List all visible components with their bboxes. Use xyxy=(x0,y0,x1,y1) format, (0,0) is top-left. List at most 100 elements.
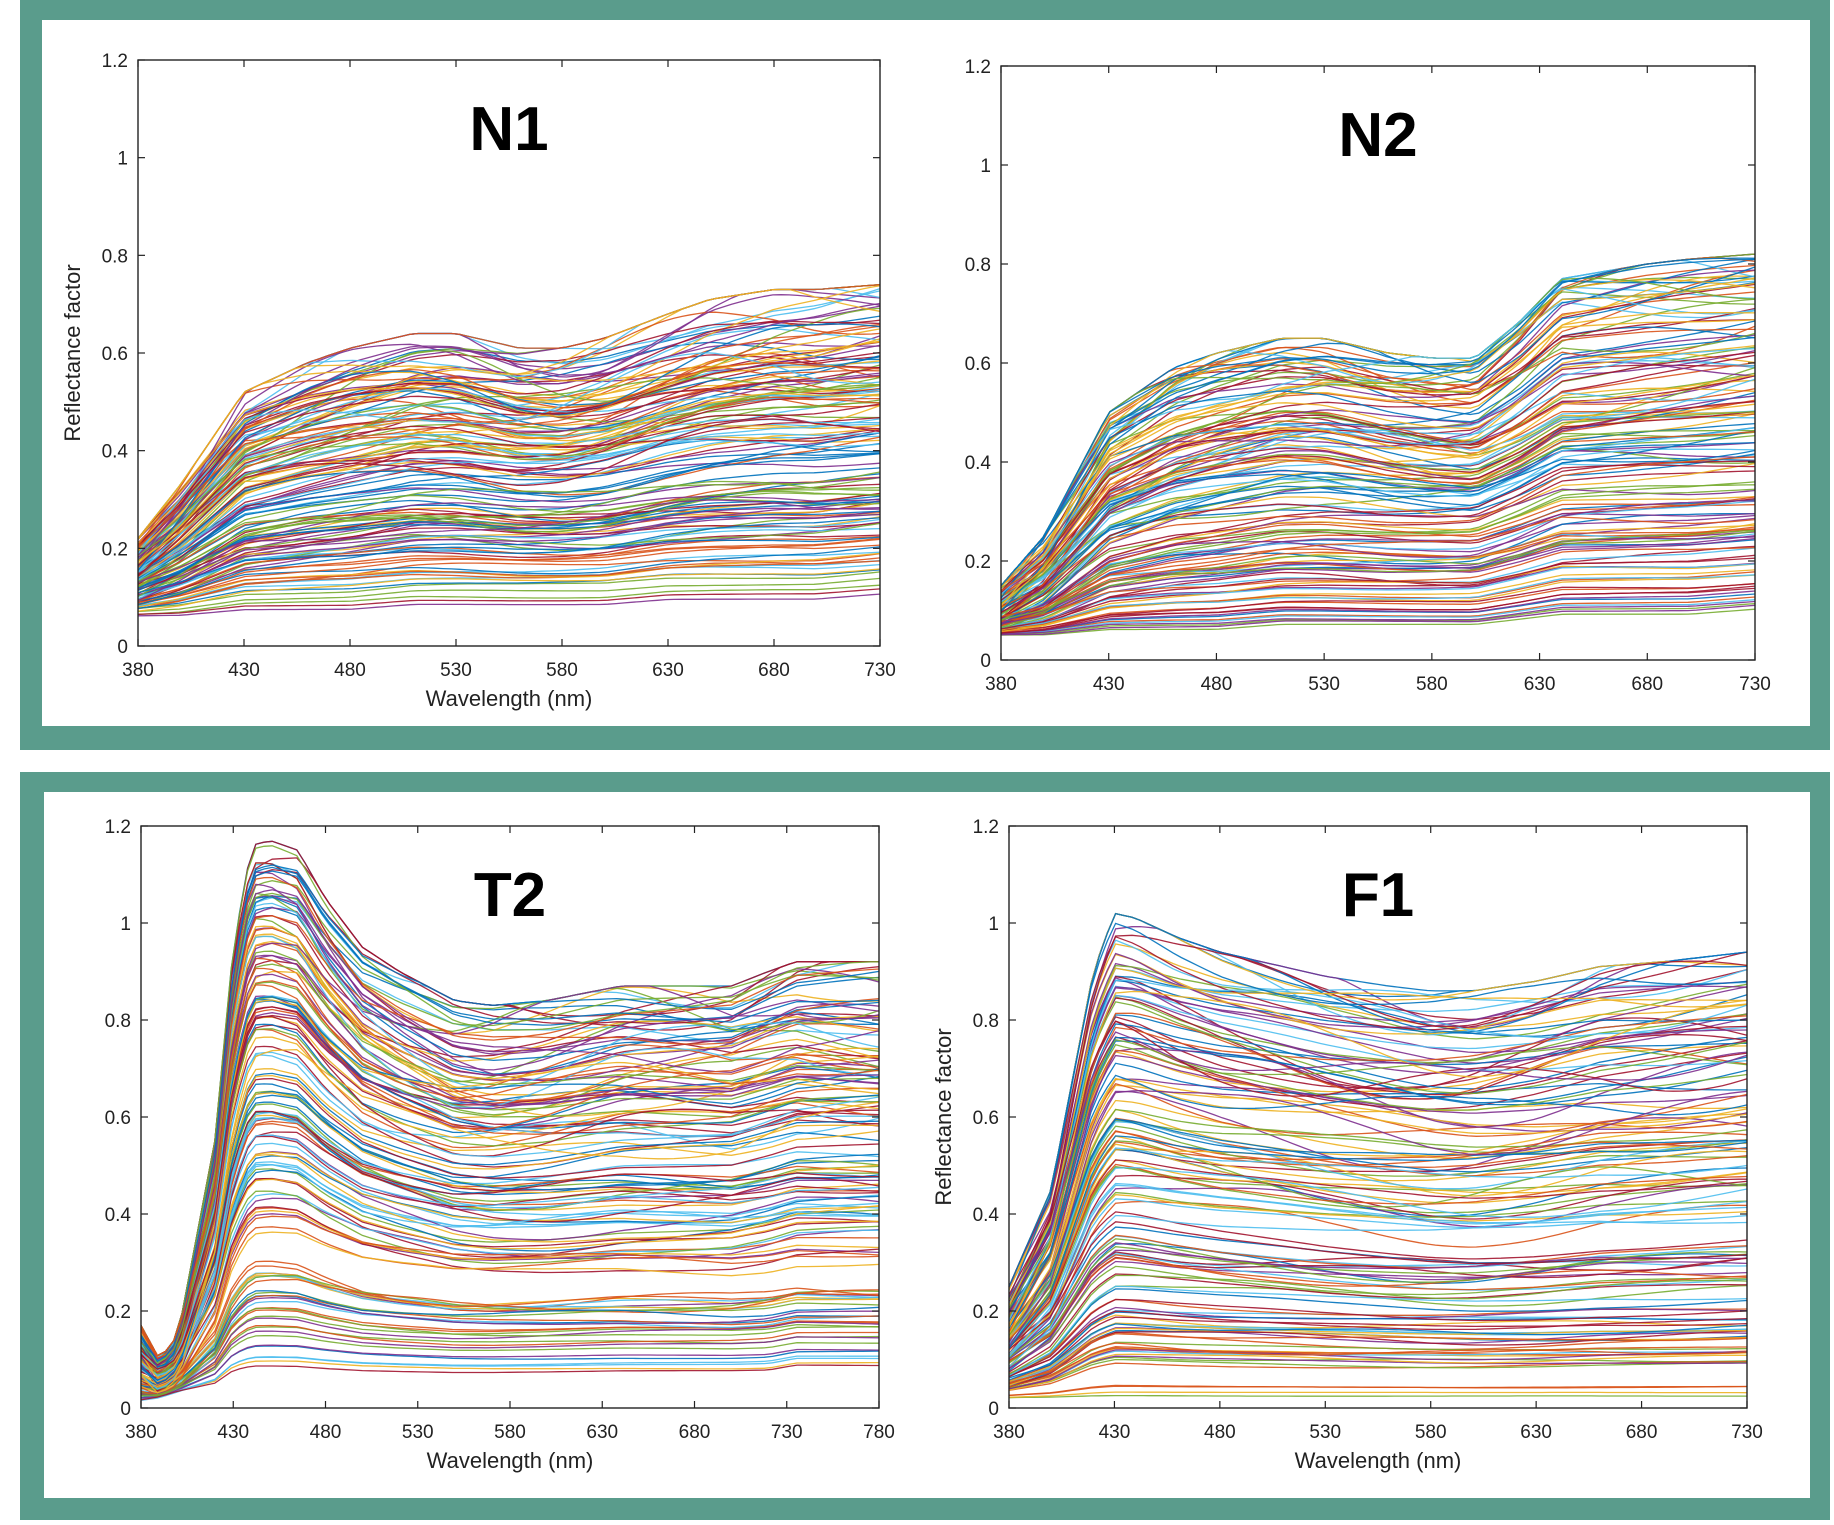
n2-spectrum-line xyxy=(1000,344,1756,587)
f1-spectrum-line xyxy=(1008,1074,1748,1310)
n1-curves xyxy=(137,283,881,617)
n2-spectrum-line xyxy=(1000,431,1756,592)
n1-spectrum-line xyxy=(137,404,881,550)
f1-spectrum-line xyxy=(1008,1238,1748,1359)
f1-spectrum-line xyxy=(1008,1166,1748,1358)
panel-n2: 380 430 480 530 580 630 680 730 0 0.2 0.4 0.6 0.8 1 1.… xyxy=(965,57,1771,695)
f1-spectrum-line xyxy=(1008,1016,1748,1305)
t2-x-tick-label: 630 xyxy=(586,1422,618,1443)
t2-x-tick-label: 430 xyxy=(217,1422,249,1443)
n2-spectrum-line xyxy=(1000,257,1756,587)
f1-spectrum-line xyxy=(1008,967,1748,1306)
t2-spectrum-line xyxy=(140,1294,880,1396)
t2-spectrum-line xyxy=(140,1117,880,1382)
f1-x-tick-label: 530 xyxy=(1309,1422,1341,1443)
n2-spectrum-line xyxy=(1000,441,1756,610)
t2-spectrum-line xyxy=(140,1103,880,1371)
t2-spectrum-line xyxy=(140,927,880,1357)
n1-spectrum-line xyxy=(137,311,881,540)
n2-y-tick-label: 1.2 xyxy=(965,57,991,78)
f1-spectrum-line xyxy=(1008,1341,1748,1388)
t2-spectrum-line xyxy=(140,1335,879,1397)
f1-spectrum-line xyxy=(1008,1310,1748,1377)
n1-spectrum-line xyxy=(137,571,881,610)
f1-spectrum-line xyxy=(1008,1253,1748,1359)
n2-spectrum-line xyxy=(1000,431,1756,601)
f1-spectrum-line xyxy=(1008,1322,1748,1383)
n2-spectrum-line xyxy=(1000,462,1756,625)
f1-spectrum-line xyxy=(1008,1350,1747,1390)
f1-ticks: 380 430 480 530 580 630 680 730 0 0.2 0.4 0.6 0.8 1 1.… xyxy=(973,817,1763,1443)
f1-spectrum-line xyxy=(1008,996,1748,1306)
f1-spectrum-line xyxy=(1008,1391,1748,1398)
n2-x-tick-label: 580 xyxy=(1416,674,1448,695)
n2-spectrum-line xyxy=(1000,583,1756,634)
f1-x-tick-label: 480 xyxy=(1204,1422,1236,1443)
t2-spectrum-line xyxy=(140,1117,880,1365)
t2-spectrum-line xyxy=(140,1197,880,1393)
t2-spectrum-line xyxy=(140,1265,880,1388)
f1-spectrum-line xyxy=(1008,1184,1747,1359)
n1-spectrum-line xyxy=(137,323,881,569)
n2-spectrum-line xyxy=(1000,563,1756,631)
f1-y-tick-label: 0.8 xyxy=(973,1011,999,1032)
panel-t2: 380 430 480 530 580 630 680 730 780 0 0.2 0.4 0.6 0.8… xyxy=(105,817,895,1473)
f1-y-tick-label: 0 xyxy=(988,1399,999,1420)
panel-f1: 380 430 480 530 580 630 680 730 0 0.2 0.4 0.6 0.8 1 1.… xyxy=(931,817,1763,1473)
n1-spectrum-line xyxy=(137,538,881,606)
n2-spectrum-line xyxy=(1000,481,1756,630)
n2-spectrum-line xyxy=(1000,326,1756,587)
f1-curves xyxy=(1008,912,1748,1399)
t2-x-tick-label: 730 xyxy=(771,1422,803,1443)
n1-spectrum-line xyxy=(137,476,881,584)
f1-spectrum-line xyxy=(1008,990,1748,1328)
t2-spectrum-line xyxy=(140,896,880,1357)
f1-spectrum-line xyxy=(1008,986,1748,1314)
f1-spectrum-line xyxy=(1008,1323,1748,1379)
t2-spectrum-line xyxy=(140,895,880,1357)
t2-spectrum-line xyxy=(140,1274,880,1389)
t2-spectrum-line xyxy=(140,1077,880,1371)
f1-spectrum-line xyxy=(1008,952,1748,1288)
t2-spectrum-line xyxy=(140,1260,880,1388)
t2-spectrum-line xyxy=(140,870,880,1369)
n2-curves xyxy=(1000,253,1756,636)
n1-spectrum-line xyxy=(137,325,881,549)
f1-spectrum-line xyxy=(1008,1194,1748,1355)
n1-spectrum-line xyxy=(137,320,881,540)
n2-spectrum-line xyxy=(1000,427,1756,596)
t2-spectrum-line xyxy=(140,1028,880,1366)
f1-x-tick-label: 380 xyxy=(993,1422,1025,1443)
n2-spectrum-line xyxy=(1000,582,1756,633)
n2-spectrum-line xyxy=(1000,361,1756,598)
n2-spectrum-line xyxy=(1000,593,1756,634)
t2-spectrum-line xyxy=(140,1364,879,1401)
n1-spectrum-line xyxy=(137,302,881,556)
n2-spectrum-line xyxy=(1000,533,1756,620)
n2-spectrum-line xyxy=(1000,422,1756,625)
f1-spectrum-line xyxy=(1008,1394,1747,1399)
t2-spectrum-line xyxy=(140,942,880,1384)
t2-spectrum-line xyxy=(140,1307,880,1390)
n1-spectrum-line xyxy=(137,418,881,570)
f1-spectrum-line xyxy=(1008,1333,1748,1384)
n2-spectrum-line xyxy=(1000,264,1756,588)
n2-spectrum-line xyxy=(1000,374,1756,606)
n1-spectrum-line xyxy=(137,392,881,562)
f1-spectrum-line xyxy=(1008,1020,1748,1296)
n2-spectrum-line xyxy=(1000,600,1756,635)
n1-spectrum-line xyxy=(137,403,881,567)
n1-ticks: 380 430 480 530 580 630 680 730 0 0.2 0.4 0.6 0.8 1 1.… xyxy=(102,51,896,681)
f1-spectrum-line xyxy=(1008,1135,1748,1332)
t2-spectrum-line xyxy=(140,876,880,1359)
n1-y-tick-label: 0.6 xyxy=(102,344,128,365)
f1-spectrum-line xyxy=(1008,1260,1748,1369)
t2-spectrum-line xyxy=(140,1345,880,1399)
t2-curves xyxy=(140,840,880,1401)
n1-ylabel: Reflectance factor xyxy=(60,264,85,441)
n2-spectrum-line xyxy=(1000,361,1756,594)
n2-x-tick-label: 680 xyxy=(1631,674,1663,695)
n1-spectrum-line xyxy=(137,471,881,584)
n1-x-tick-label: 630 xyxy=(652,660,684,681)
n2-spectrum-line xyxy=(1000,410,1756,601)
